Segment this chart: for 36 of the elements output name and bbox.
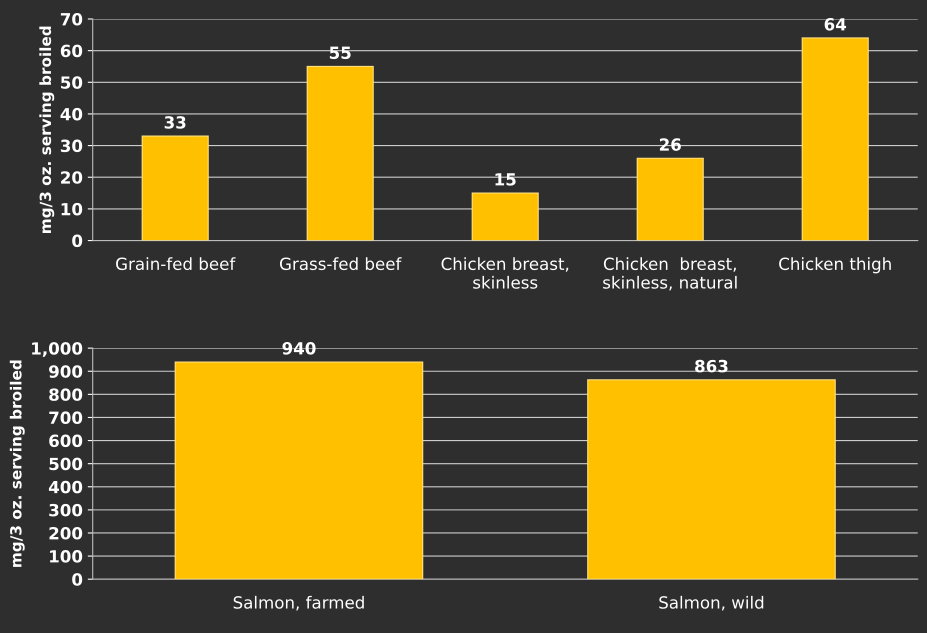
x-tick-label: Chicken thigh (779, 257, 891, 274)
bar (636, 158, 704, 241)
y-tick-label: 200 (50, 526, 82, 540)
data-label: 33 (164, 116, 186, 129)
y-tick-label: 100 (50, 550, 82, 563)
x-tick-label: Salmon, wild (659, 596, 764, 610)
y-tick-label: 400 (48, 480, 82, 494)
data-label: 64 (824, 18, 846, 31)
x-tick-label: Grain-fed beef (116, 257, 236, 270)
y-tick-label: 50 (61, 76, 82, 89)
y-axis-title: mg/3 oz. serving broiled (10, 360, 25, 567)
y-tick-label: 60 (60, 44, 82, 58)
y-tick-label: 20 (61, 171, 82, 184)
bar (802, 37, 869, 241)
y-tick-label: 800 (49, 388, 82, 401)
y-tick-label: 70 (60, 12, 82, 26)
y-tick-label: 700 (49, 411, 82, 424)
bar (142, 136, 209, 241)
y-tick-label: 0 (72, 234, 82, 248)
x-tick-label: Salmon, farmed (234, 596, 364, 610)
y-tick-label: 10 (62, 202, 82, 216)
y-tick-label: 900 (49, 365, 82, 378)
bar (306, 66, 374, 241)
y-tick-label: 0 (72, 573, 82, 586)
x-tick-label: Grass-fed beef (280, 257, 402, 270)
y-tick-label: 600 (49, 434, 82, 448)
data-label: 863 (695, 360, 728, 372)
y-tick-label: 1,000 (32, 342, 82, 357)
y-tick-label: 500 (49, 458, 82, 470)
y-tick-label: 30 (60, 140, 82, 152)
y-tick-label: 300 (49, 504, 82, 516)
y-axis-title: mg/3 oz. serving broiled (39, 26, 54, 233)
y-tick-label: 40 (60, 108, 82, 121)
x-tick-label: Chicken breast, skinless, natural (603, 257, 737, 290)
x-tick-label: Chicken breast, skinless (442, 257, 568, 289)
bar (472, 192, 539, 241)
